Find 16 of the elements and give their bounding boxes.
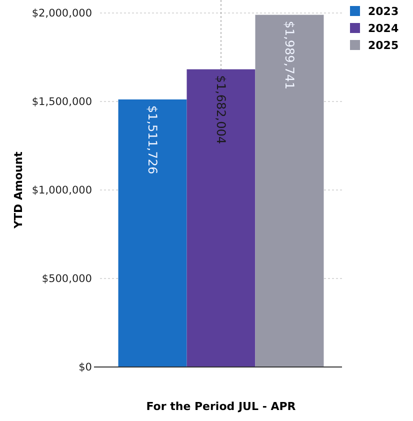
y-axis-title: YTD Amount (12, 152, 25, 230)
legend-label: 2024 (368, 22, 399, 35)
data-label: $1,511,726 (145, 105, 160, 174)
y-tick-label: $1,000,000 (32, 184, 92, 197)
bar (118, 99, 187, 367)
y-tick-label: $0 (78, 362, 92, 374)
legend-label: 2023 (368, 4, 399, 18)
bar (186, 69, 256, 367)
y-tick-label: $2,000,000 (32, 8, 92, 20)
data-label: $1,989,741 (282, 20, 296, 90)
bar (255, 14, 324, 367)
data-label: $1,682,004 (214, 75, 228, 144)
y-tick-label: $1,500,000 (32, 96, 92, 108)
x-axis-title: For the Period JUL - APR (146, 400, 296, 413)
y-tick-label: $500,000 (42, 273, 92, 286)
legend-label: 2025 (368, 38, 399, 52)
